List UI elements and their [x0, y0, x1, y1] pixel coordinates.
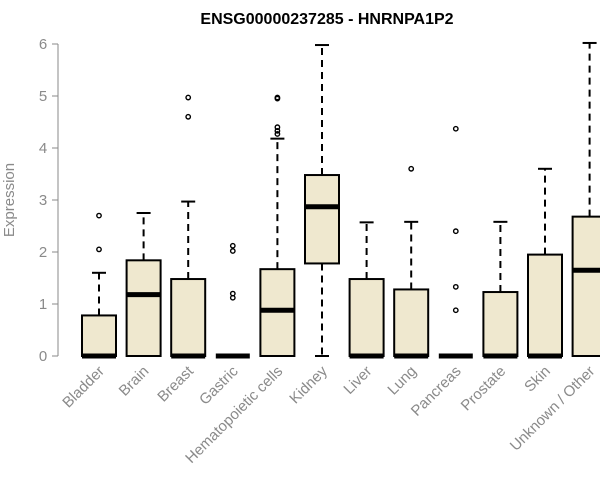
y-tick-label: 1	[39, 296, 47, 313]
x-tick-label: Kidney	[286, 362, 331, 407]
outlier-point	[408, 165, 415, 172]
box-hematopoietic-cells	[259, 94, 296, 357]
iqr-box	[81, 314, 117, 358]
y-tick-label: 6	[39, 36, 47, 53]
x-tick-label: Bladder	[59, 363, 108, 412]
box-prostate	[482, 220, 519, 359]
y-tick-label: 5	[39, 88, 47, 105]
y-tick-label: 0	[39, 348, 47, 365]
iqr-box	[393, 288, 430, 357]
y-tick-label: 4	[39, 140, 47, 157]
iqr-box	[571, 215, 600, 357]
iqr-box	[304, 174, 340, 265]
outlier-point	[185, 94, 192, 101]
iqr-box	[125, 259, 162, 358]
outlier-point	[185, 113, 192, 120]
x-tick-label: Prostate	[458, 363, 510, 415]
x-tick-label: Brain	[116, 363, 153, 400]
x-tick-label: Lung	[384, 363, 420, 399]
box-brain	[125, 212, 162, 358]
outlier-point	[229, 242, 236, 249]
box-liver	[348, 221, 385, 359]
box-bladder	[81, 212, 117, 359]
x-tick-label: Breast	[154, 362, 197, 405]
iqr-box	[348, 278, 385, 358]
outlier-point	[229, 290, 236, 297]
outlier-point	[96, 246, 102, 253]
outlier-point	[96, 212, 102, 219]
box-unknown-other	[571, 41, 600, 357]
iqr-box	[482, 291, 519, 358]
outlier-point	[452, 228, 459, 235]
boxes-group	[81, 41, 600, 359]
y-axis: 0 1 2 3 4 5 6	[39, 36, 59, 365]
box-gastric	[215, 242, 250, 359]
box-pancreas	[438, 125, 473, 359]
outlier-point	[452, 283, 459, 290]
x-tick-label: Unknown / Other	[507, 363, 599, 455]
chart-title: ENSG00000237285 - HNRNPA1P2	[200, 11, 453, 28]
box-breast	[170, 94, 207, 359]
x-tick-label: Liver	[340, 363, 375, 398]
outlier-point	[229, 248, 236, 254]
iqr-box	[527, 253, 563, 358]
box-skin	[527, 167, 563, 359]
iqr-box	[170, 278, 207, 358]
y-axis-title: Expression	[1, 163, 18, 237]
outlier-point	[274, 127, 281, 134]
box-lung	[393, 165, 430, 359]
outlier-point	[452, 307, 459, 314]
y-tick-label: 3	[39, 192, 47, 209]
x-tick-label: Skin	[521, 363, 554, 396]
box-kidney	[304, 44, 340, 357]
outlier-point	[274, 131, 281, 137]
y-tick-label: 2	[39, 244, 47, 261]
outlier-point	[274, 124, 281, 131]
outlier-point	[274, 94, 281, 101]
outlier-point	[452, 125, 459, 132]
